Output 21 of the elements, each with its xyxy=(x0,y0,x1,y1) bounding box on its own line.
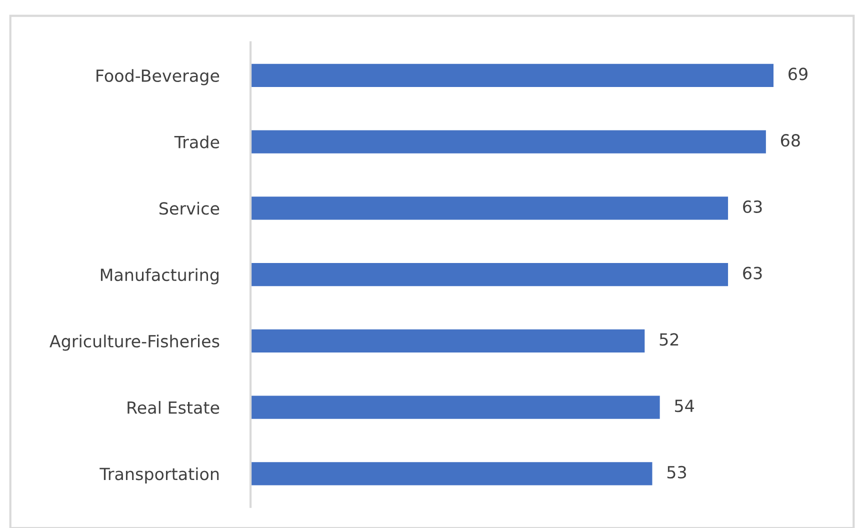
y-tick-label: Food-Beverage xyxy=(96,69,220,86)
bar xyxy=(250,130,766,154)
bar xyxy=(250,396,660,419)
y-tick-label: Manufacturing xyxy=(100,268,218,284)
data-label: 63 xyxy=(743,200,762,214)
y-tick-label: Agriculture-Fisheries xyxy=(50,334,220,351)
y-tick-label: Real Estate xyxy=(128,400,220,414)
data-label: 52 xyxy=(660,333,678,346)
y-tick-label: Transportation xyxy=(100,467,219,484)
bar xyxy=(250,262,728,286)
y-tick-label: Service xyxy=(160,202,220,215)
data-label: 68 xyxy=(780,134,800,147)
bar xyxy=(250,462,652,486)
data-label: 53 xyxy=(667,466,686,479)
y-tick-label: Trade xyxy=(174,135,220,148)
bar xyxy=(250,196,728,220)
data-label: 54 xyxy=(675,400,694,412)
bar xyxy=(250,64,774,88)
data-label: 69 xyxy=(788,68,808,80)
bar xyxy=(250,329,645,353)
data-label: 63 xyxy=(743,266,762,280)
